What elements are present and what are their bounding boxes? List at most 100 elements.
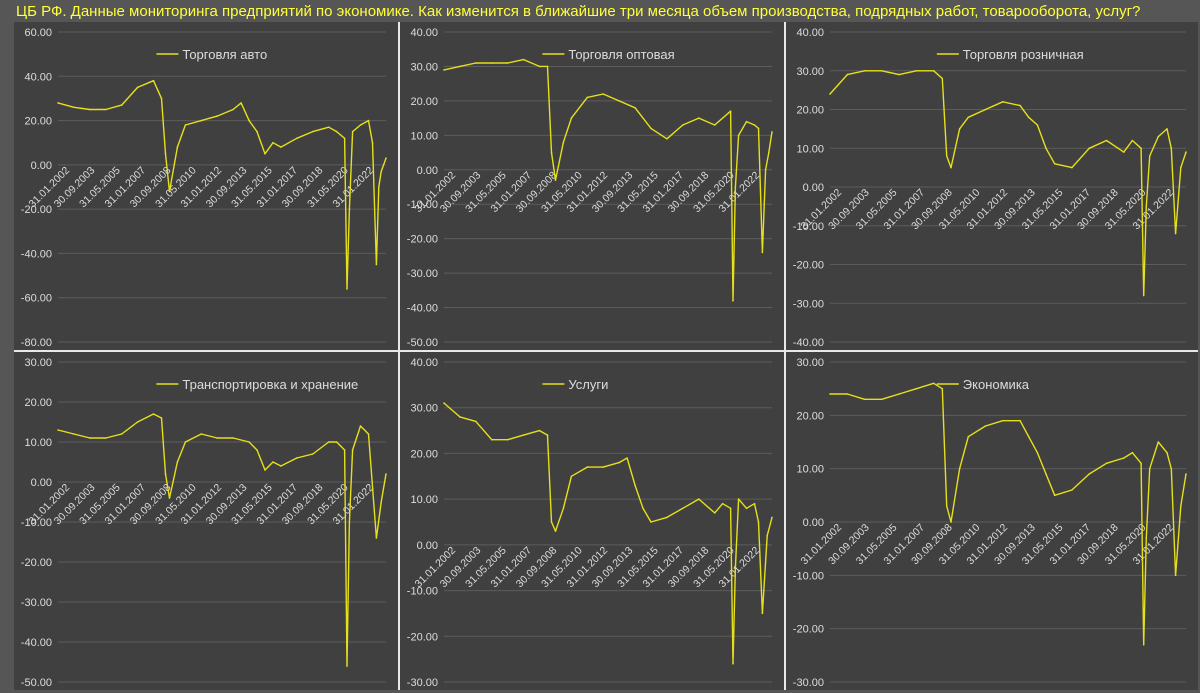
data-point bbox=[666, 516, 668, 519]
data-point bbox=[945, 505, 948, 507]
data-point bbox=[753, 124, 756, 126]
data-point bbox=[1027, 435, 1030, 438]
y-tick-label: -30.00 bbox=[21, 597, 52, 609]
data-point bbox=[1148, 155, 1151, 157]
data-point bbox=[771, 516, 773, 519]
data-point bbox=[829, 393, 831, 395]
y-tick-label: 0.00 bbox=[803, 182, 824, 194]
y-tick-label: 40.00 bbox=[410, 27, 438, 39]
y-tick-label: 40.00 bbox=[410, 357, 438, 369]
data-point bbox=[932, 382, 935, 385]
y-tick-label: 0.00 bbox=[417, 165, 438, 177]
y-tick-label: 20.00 bbox=[796, 410, 824, 422]
data-point bbox=[120, 104, 123, 106]
y-tick-label: -10.00 bbox=[407, 199, 438, 211]
data-point bbox=[152, 413, 155, 415]
data-point bbox=[73, 433, 75, 435]
data-point bbox=[176, 461, 179, 463]
page-title: ЦБ РФ. Данные мониторинга предприятий по… bbox=[16, 3, 1141, 20]
data-point bbox=[1123, 151, 1125, 153]
data-point bbox=[506, 62, 509, 64]
data-point bbox=[1045, 147, 1047, 150]
data-point bbox=[105, 437, 107, 439]
data-point bbox=[863, 398, 866, 401]
data-point bbox=[1123, 457, 1125, 459]
data-point bbox=[538, 429, 541, 432]
data-point bbox=[522, 434, 525, 436]
data-point bbox=[562, 141, 565, 143]
data-point bbox=[371, 141, 374, 144]
y-tick-label: -30.00 bbox=[407, 677, 438, 689]
data-point bbox=[941, 387, 944, 390]
data-point bbox=[1131, 451, 1134, 454]
data-point bbox=[1157, 441, 1160, 443]
data-point bbox=[846, 73, 849, 76]
data-point bbox=[863, 70, 866, 72]
data-point bbox=[1053, 494, 1056, 497]
data-point bbox=[941, 77, 944, 80]
data-point bbox=[745, 120, 748, 123]
y-tick-label: -30.00 bbox=[793, 298, 824, 310]
y-tick-label: 10.00 bbox=[410, 494, 438, 506]
data-point bbox=[168, 497, 171, 499]
y-tick-label: -10.00 bbox=[793, 570, 824, 582]
data-point bbox=[634, 484, 636, 487]
data-point bbox=[89, 108, 91, 111]
y-tick-label: -40.00 bbox=[21, 637, 52, 649]
data-point bbox=[570, 117, 573, 119]
data-point bbox=[459, 65, 461, 68]
data-point bbox=[570, 475, 573, 478]
y-tick-label: 60.00 bbox=[24, 27, 52, 39]
data-point bbox=[1088, 473, 1090, 475]
chart-svg: 30.00 20.00 10.00 0.00 -10.00 -20.00 -30.00 -40… bbox=[21, 357, 387, 689]
y-tick-label: 20.00 bbox=[24, 397, 52, 409]
data-point bbox=[200, 119, 203, 122]
data-point bbox=[1174, 574, 1177, 577]
data-point bbox=[713, 512, 716, 514]
data-point bbox=[771, 131, 773, 133]
data-point bbox=[375, 537, 378, 539]
data-point bbox=[634, 107, 636, 109]
data-point bbox=[768, 151, 770, 154]
data-point bbox=[176, 146, 179, 148]
data-point bbox=[296, 137, 298, 140]
data-point bbox=[346, 288, 348, 290]
data-point bbox=[1027, 116, 1030, 119]
data-point bbox=[475, 420, 477, 423]
data-point bbox=[1166, 128, 1168, 130]
y-tick-label: -50.00 bbox=[407, 337, 438, 349]
y-tick-label: 40.00 bbox=[796, 27, 824, 39]
data-point bbox=[264, 469, 266, 471]
data-point bbox=[443, 69, 445, 71]
data-point bbox=[343, 449, 346, 451]
data-point bbox=[346, 665, 348, 667]
chart-svg: 40.00 30.00 20.00 10.00 0.00 -10.00 -20.00 -30.… bbox=[407, 357, 773, 689]
data-point bbox=[359, 425, 362, 427]
chart-panel-torgovlya-roznichnaya: 40.00 30.00 20.00 10.00 0.00 -10.00 -20.00 -30.… bbox=[786, 22, 1198, 350]
y-tick-label: -40.00 bbox=[793, 337, 824, 349]
y-tick-label: 0.00 bbox=[31, 160, 52, 172]
data-point bbox=[984, 108, 987, 111]
data-point bbox=[272, 461, 274, 463]
data-point bbox=[1174, 232, 1177, 235]
data-point bbox=[1045, 473, 1047, 475]
data-point bbox=[967, 116, 970, 119]
data-point bbox=[967, 435, 970, 438]
data-point bbox=[732, 299, 734, 302]
data-point bbox=[280, 146, 282, 148]
data-point bbox=[729, 110, 732, 112]
y-tick-label: 20.00 bbox=[410, 96, 438, 108]
data-point bbox=[327, 126, 330, 128]
y-tick-label: 20.00 bbox=[410, 448, 438, 460]
data-point bbox=[367, 433, 370, 435]
series-line bbox=[57, 80, 387, 290]
data-point bbox=[1170, 147, 1173, 150]
charts-grid: 60.00 40.00 20.00 0.00 -20.00 -40.00 -60.00 -80… bbox=[14, 22, 1198, 690]
y-tick-label: 20.00 bbox=[24, 116, 52, 128]
data-point bbox=[1142, 643, 1145, 646]
legend-label: Торговля розничная bbox=[963, 47, 1084, 62]
data-point bbox=[385, 157, 387, 159]
data-point bbox=[546, 434, 549, 436]
data-point bbox=[761, 612, 764, 615]
data-point bbox=[546, 65, 549, 68]
